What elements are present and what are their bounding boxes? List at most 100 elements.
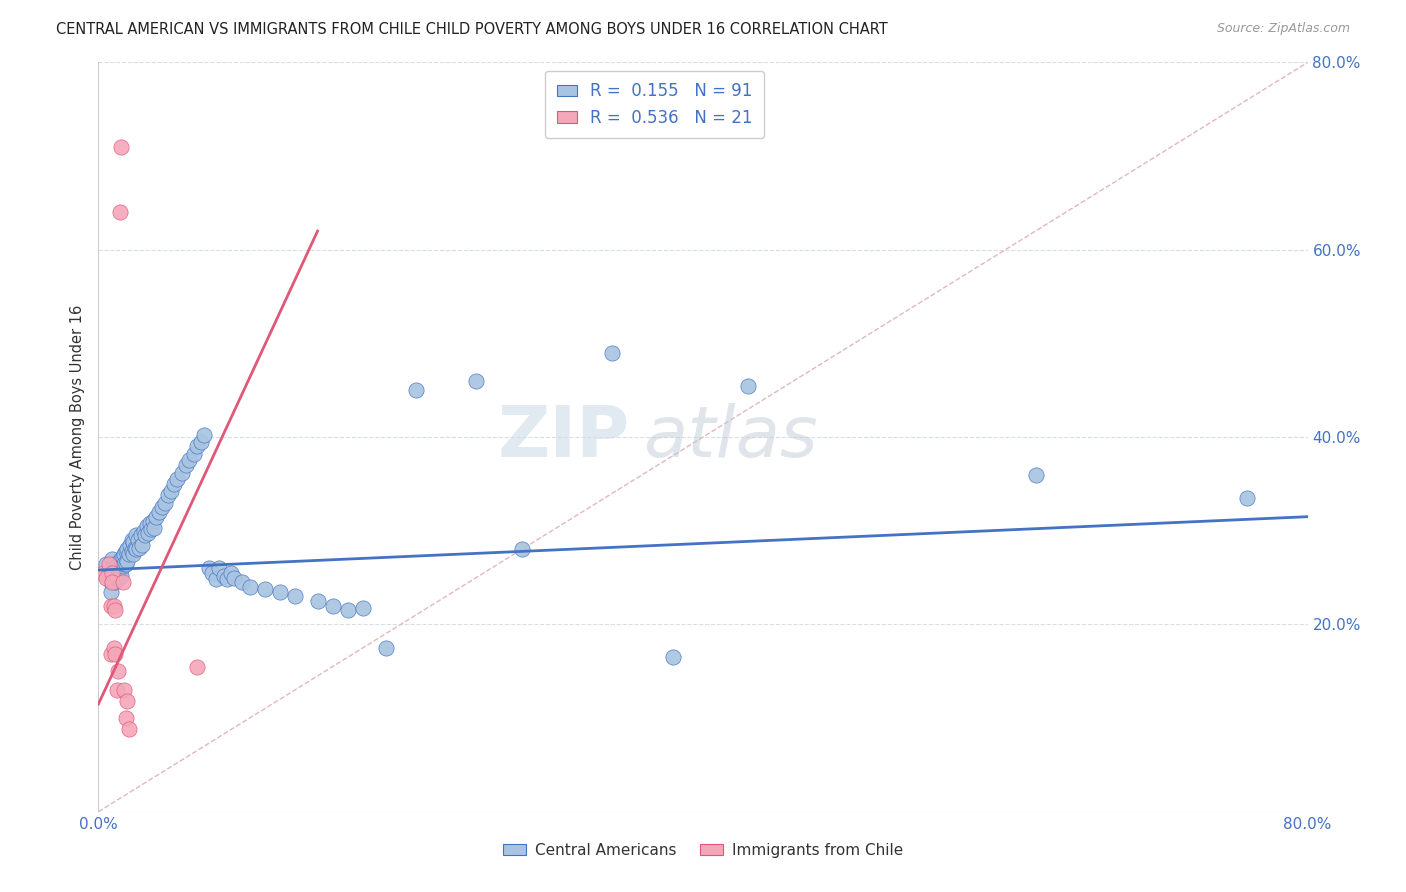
Point [112, 557, 135, 571]
Point [661, 650, 683, 665]
Point [112, 547, 135, 561]
Point [183, 447, 205, 461]
Point [156, 488, 179, 502]
Point [91, 566, 114, 580]
Point [118, 723, 141, 737]
Point [110, 568, 132, 582]
Point [174, 458, 197, 473]
Point [405, 384, 427, 398]
Point [186, 440, 208, 453]
Point [141, 522, 163, 536]
Point [121, 544, 143, 558]
Point [269, 584, 291, 599]
Point [135, 519, 157, 533]
Point [193, 428, 215, 442]
Point [125, 542, 148, 557]
Point [103, 561, 125, 575]
Point [108, 205, 131, 219]
Point [186, 659, 208, 673]
Point [208, 561, 231, 575]
Point [103, 599, 125, 613]
Point [127, 533, 149, 547]
Point [120, 538, 142, 552]
Point [166, 472, 188, 486]
Point [111, 575, 134, 590]
Point [510, 542, 533, 557]
Point [153, 496, 176, 510]
Point [98, 566, 121, 580]
Point [112, 683, 135, 698]
Point [107, 664, 129, 679]
Point [239, 580, 262, 594]
Point [105, 566, 128, 580]
Text: Source: ZipAtlas.com: Source: ZipAtlas.com [1216, 22, 1350, 36]
Legend: Central Americans, Immigrants from Chile: Central Americans, Immigrants from Chile [496, 837, 910, 864]
Point [107, 563, 129, 577]
Point [231, 575, 253, 590]
Point [100, 584, 122, 599]
Point [221, 566, 243, 580]
Point [121, 533, 143, 547]
Point [104, 575, 127, 590]
Text: ZIP: ZIP [498, 402, 630, 472]
Point [139, 516, 162, 531]
Point [114, 557, 136, 571]
Point [284, 590, 307, 604]
Point [1236, 491, 1258, 505]
Y-axis label: Child Poverty Among Boys Under 16: Child Poverty Among Boys Under 16 [69, 304, 84, 570]
Point [105, 683, 128, 698]
Point [322, 599, 344, 613]
Point [215, 573, 238, 587]
Point [374, 640, 396, 655]
Point [212, 568, 235, 582]
Point [111, 559, 134, 574]
Point [103, 571, 125, 585]
Point [143, 521, 166, 535]
Point [136, 525, 159, 540]
Point [100, 599, 122, 613]
Point [101, 551, 124, 566]
Point [105, 561, 128, 575]
Point [108, 563, 131, 577]
Point [352, 600, 374, 615]
Point [110, 559, 132, 574]
Point [307, 594, 329, 608]
Point [110, 139, 132, 153]
Point [103, 640, 125, 655]
Point [115, 694, 138, 708]
Point [104, 603, 127, 617]
Point [145, 509, 167, 524]
Point [1024, 467, 1046, 482]
Point [100, 648, 122, 662]
Point [465, 374, 488, 388]
Point [122, 547, 145, 561]
Point [100, 575, 122, 590]
Point [190, 434, 212, 449]
Point [114, 711, 136, 725]
Point [134, 528, 156, 542]
Point [179, 453, 201, 467]
Point [122, 535, 145, 549]
Point [148, 505, 170, 519]
Point [142, 514, 165, 528]
Point [101, 575, 124, 590]
Point [104, 648, 127, 662]
Point [115, 542, 138, 557]
Text: CENTRAL AMERICAN VS IMMIGRANTS FROM CHILE CHILD POVERTY AMONG BOYS UNDER 16 CORR: CENTRAL AMERICAN VS IMMIGRANTS FROM CHIL… [56, 22, 889, 37]
Point [163, 476, 186, 491]
Point [103, 557, 125, 571]
Point [98, 557, 121, 571]
Point [108, 554, 131, 568]
Point [107, 573, 129, 587]
Point [253, 582, 276, 596]
Point [104, 566, 127, 580]
Point [602, 345, 624, 359]
Point [94, 571, 117, 585]
Point [118, 547, 141, 561]
Point [205, 573, 228, 587]
Point [107, 557, 129, 571]
Point [224, 571, 246, 585]
Point [128, 541, 150, 555]
Point [336, 603, 359, 617]
Point [201, 566, 224, 580]
